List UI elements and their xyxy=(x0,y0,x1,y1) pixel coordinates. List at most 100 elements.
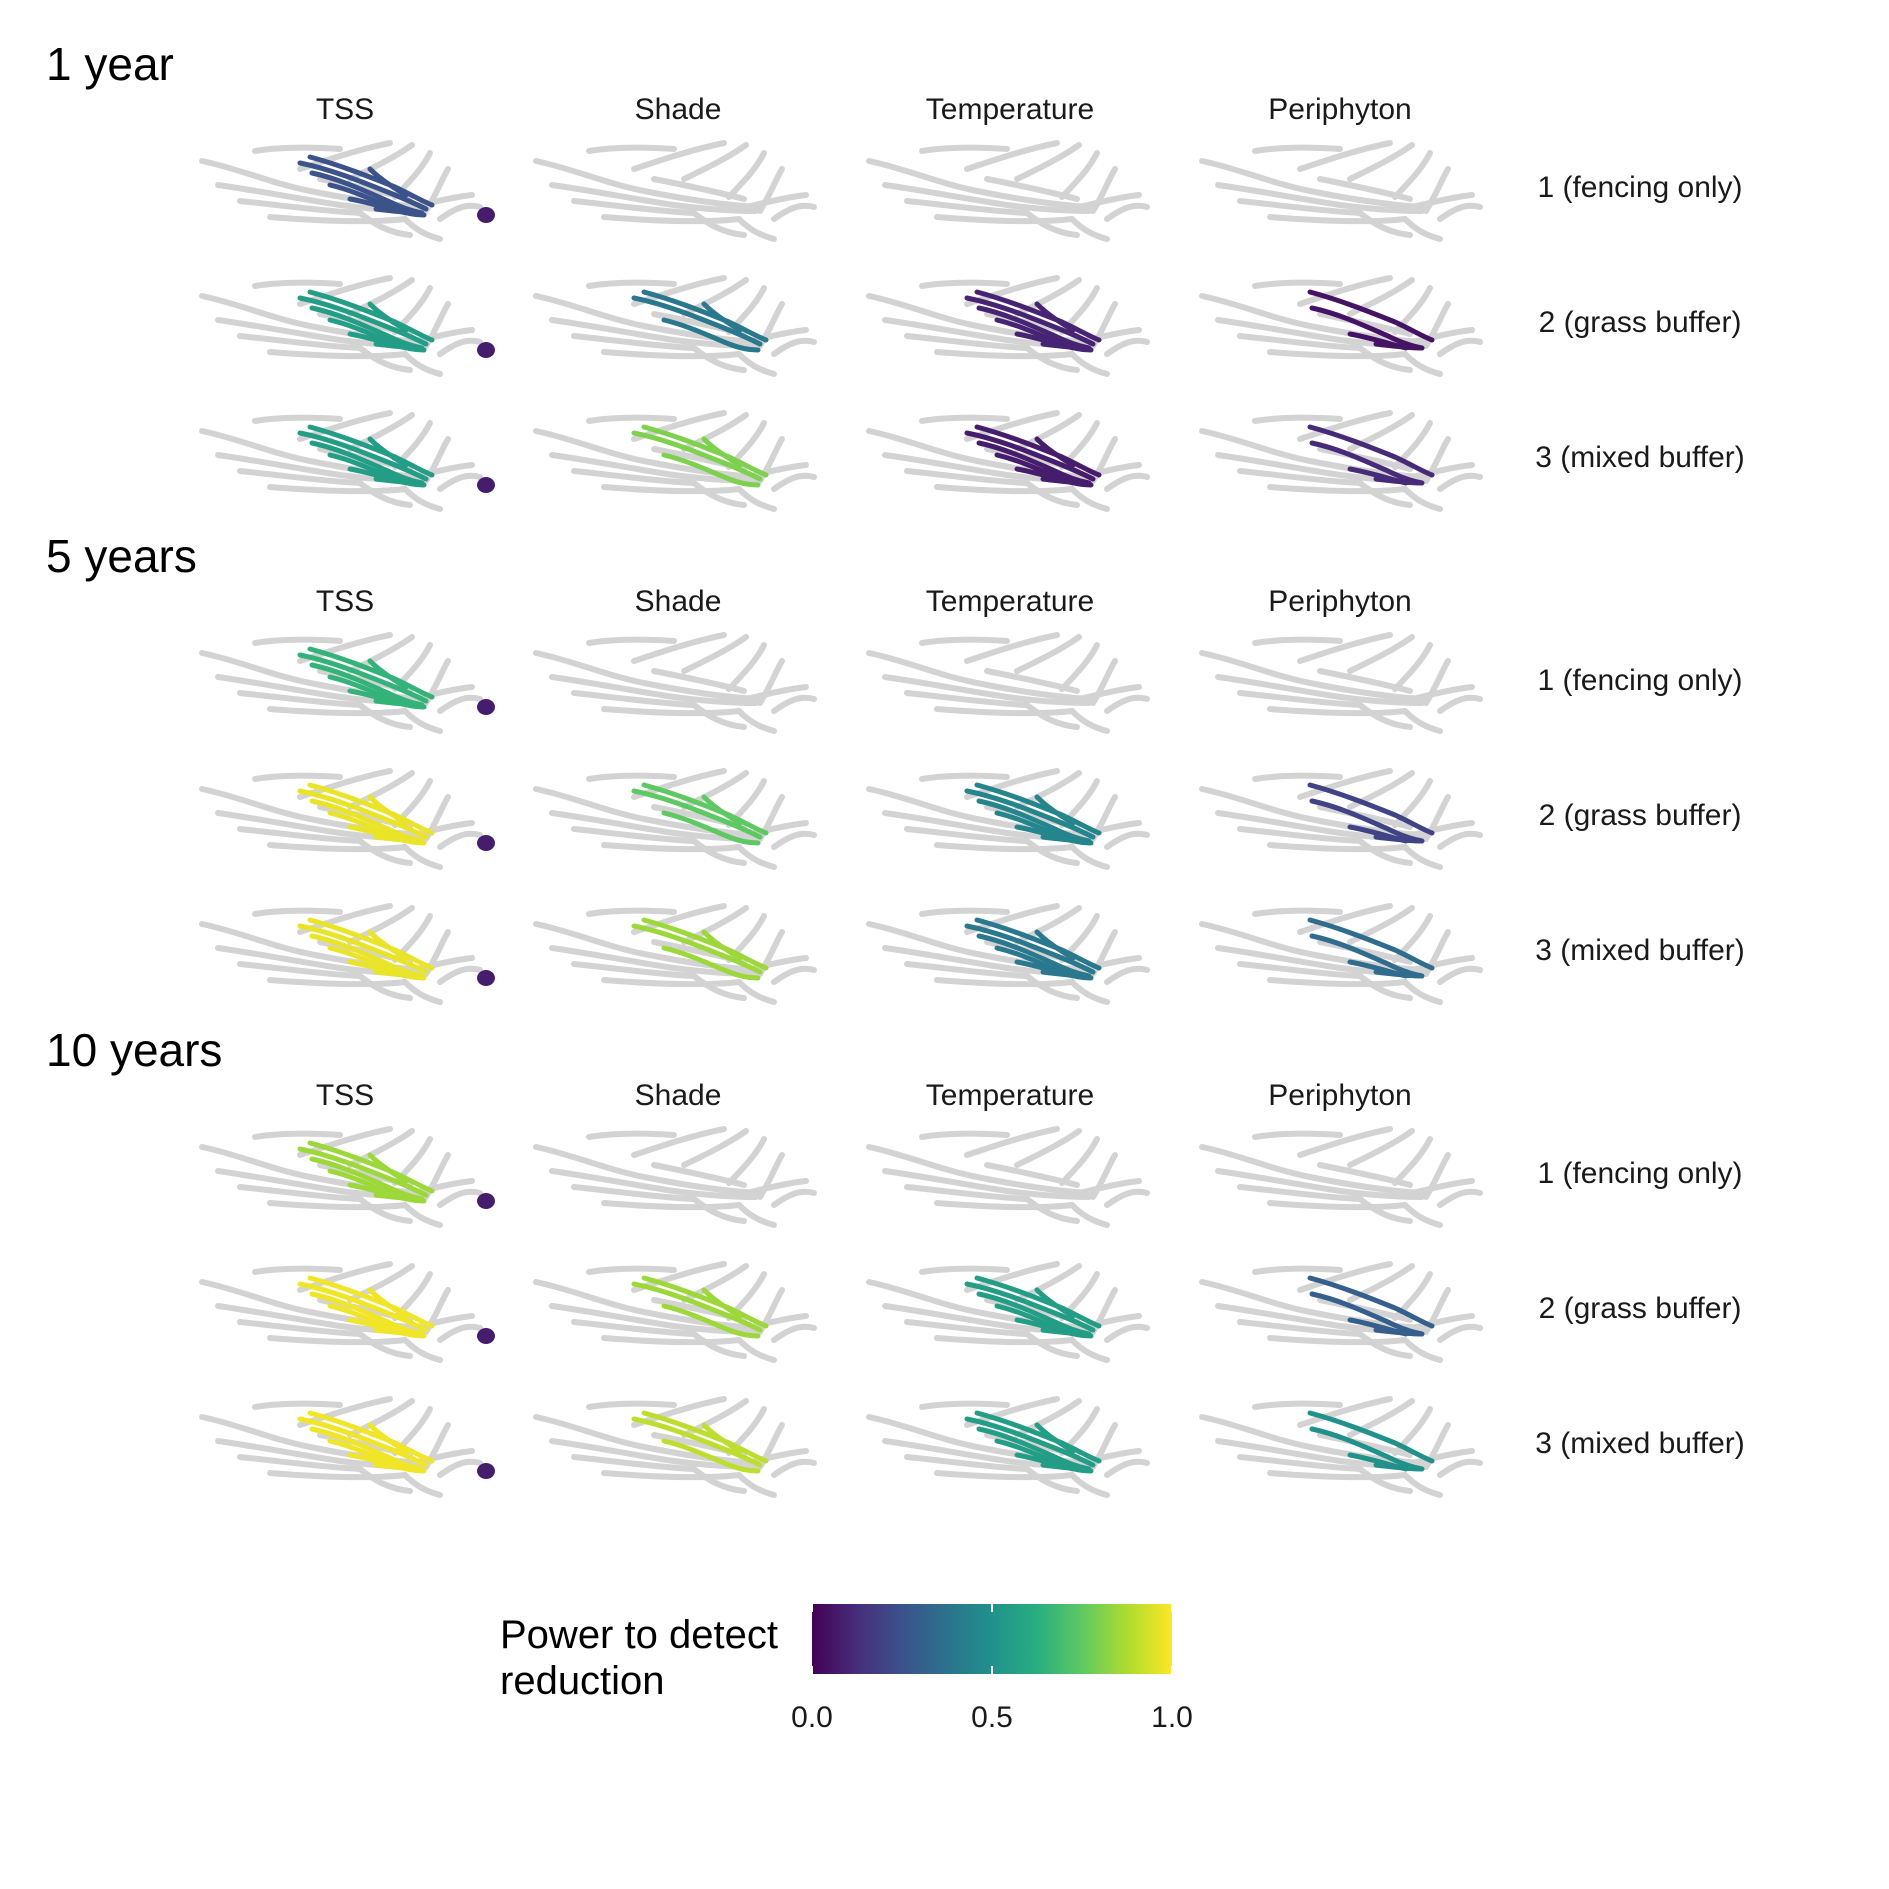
stream-reach xyxy=(882,1168,1092,1200)
stream-reach xyxy=(252,907,343,917)
stream-reach xyxy=(691,480,747,508)
map-panel-tss-1-fencing-only xyxy=(199,1126,495,1228)
stream-reach xyxy=(934,214,1075,225)
stream-reach-power xyxy=(297,430,429,482)
stream-reach xyxy=(691,345,747,373)
stream-reach xyxy=(533,1144,759,1196)
stream-reach xyxy=(267,1470,408,1481)
stream-reach xyxy=(357,1331,413,1359)
stream-reach xyxy=(1357,973,1413,1001)
stream-reach xyxy=(1014,1398,1082,1438)
map-panel-temperature-3-mixed-buffer xyxy=(866,1396,1150,1498)
period-title: 5 years xyxy=(46,530,197,582)
stream-reach xyxy=(1014,1128,1082,1168)
stream-reach xyxy=(1423,1152,1451,1200)
stream-reach xyxy=(1252,144,1343,154)
stream-reach xyxy=(1409,462,1475,480)
stream-reach xyxy=(252,414,343,424)
stream-reach xyxy=(1392,642,1433,692)
stream-reach xyxy=(1437,337,1483,357)
stream-reach xyxy=(1237,961,1363,979)
stream-reach xyxy=(1423,1422,1451,1470)
stream-reach xyxy=(919,414,1010,424)
stream-reach xyxy=(1267,977,1408,988)
stream-reach xyxy=(1069,979,1110,1005)
stream-reach xyxy=(681,1263,749,1303)
stream-reach xyxy=(1267,349,1408,360)
stream-reach xyxy=(904,1454,1030,1472)
stream-reach xyxy=(1252,279,1343,289)
stream-reach xyxy=(1252,907,1343,917)
legend-title-line-1: Power to detect xyxy=(500,1613,778,1657)
stream-reach xyxy=(571,468,697,486)
stream-reach xyxy=(1237,198,1363,216)
stream-reach xyxy=(237,468,363,486)
stream-reach xyxy=(1215,182,1425,214)
stream-reach xyxy=(1237,1184,1363,1202)
stream-reach xyxy=(1347,277,1415,317)
stream-reach xyxy=(1347,770,1415,810)
stream-reach xyxy=(757,1422,785,1470)
stream-reach xyxy=(757,166,785,214)
stream-reach xyxy=(1215,1168,1425,1200)
legend: Power to detect reduction 0.0 0.5 1.0 xyxy=(500,1604,1193,1734)
stream-reach xyxy=(1252,1400,1343,1410)
stream-reach xyxy=(904,468,1030,486)
map-panel-periphyton-1-fencing-only xyxy=(1199,140,1483,242)
stream-reach-power xyxy=(367,929,409,961)
stream-reach-power xyxy=(1307,917,1435,971)
stream-reach xyxy=(533,293,759,345)
stream-reach xyxy=(681,1398,749,1438)
stream-reach xyxy=(919,636,1010,646)
stream-reach-power xyxy=(367,1422,409,1454)
stream-reach xyxy=(1357,1196,1413,1224)
map-panel-periphyton-3-mixed-buffer xyxy=(1199,1396,1483,1498)
map-panel-shade-3-mixed-buffer xyxy=(533,410,817,512)
stream-reach xyxy=(934,1335,1075,1346)
stream-reach xyxy=(1347,412,1415,452)
stream-reach xyxy=(1069,1472,1110,1498)
stream-reach-power xyxy=(661,1303,761,1339)
stream-reach-power xyxy=(1034,1422,1076,1454)
stream-reach xyxy=(651,176,747,202)
stream-reach xyxy=(771,472,817,492)
stream-reach xyxy=(984,1162,1080,1188)
stream-reach xyxy=(237,961,363,979)
stream-reach xyxy=(586,279,677,289)
column-label-periphyton: Periphyton xyxy=(1268,1079,1411,1112)
stream-reach xyxy=(691,1196,747,1224)
map-panel-shade-3-mixed-buffer xyxy=(533,903,817,1005)
stream-reach xyxy=(1297,632,1393,664)
stream-reach xyxy=(533,921,759,973)
colorbar-tick-label: 0.0 xyxy=(791,1701,833,1734)
stream-reach xyxy=(252,772,343,782)
stream-reach-power xyxy=(297,160,429,212)
stream-reach xyxy=(1357,210,1413,238)
outlet-catchment xyxy=(477,1328,495,1344)
stream-reach xyxy=(1199,158,1425,210)
stream-reach xyxy=(934,484,1075,495)
stream-reach xyxy=(631,140,727,172)
column-label-temperature: Temperature xyxy=(926,1079,1094,1112)
map-panel-temperature-2-grass-buffer xyxy=(866,768,1150,870)
stream-reach xyxy=(1076,684,1142,702)
stream-reach xyxy=(736,1472,777,1498)
stream-reach xyxy=(771,830,817,850)
stream-reach xyxy=(736,1337,777,1363)
stream-reach-power xyxy=(1307,289,1435,343)
stream-reach xyxy=(571,826,697,844)
stream-reach xyxy=(726,1136,767,1186)
stream-reach-power xyxy=(661,452,761,488)
column-label-tss: TSS xyxy=(316,93,374,126)
stream-reach-power xyxy=(367,1287,409,1319)
stream-reach-power xyxy=(631,923,763,975)
stream-reach xyxy=(1357,838,1413,866)
stream-reach xyxy=(1237,1319,1363,1337)
stream-reach xyxy=(1437,202,1483,222)
stream-reach-power xyxy=(1040,834,1090,844)
stream-reach xyxy=(357,480,413,508)
stream-reach xyxy=(1402,1472,1443,1498)
stream-reach xyxy=(743,1178,809,1196)
stream-reach-power xyxy=(1040,1327,1090,1337)
stream-reach-power xyxy=(631,1416,763,1468)
